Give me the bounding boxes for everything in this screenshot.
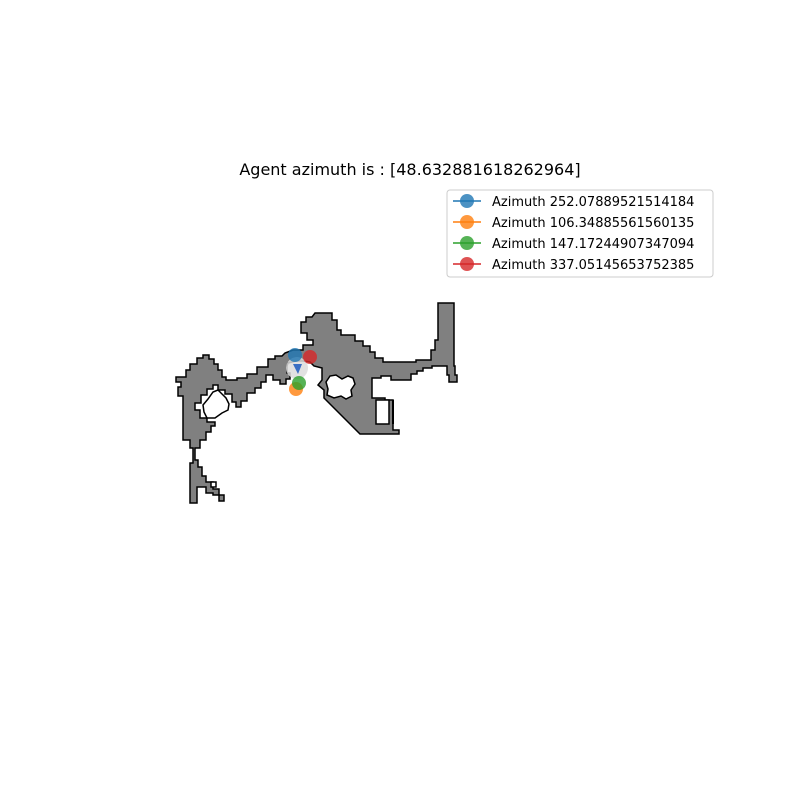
legend-entries: Azimuth 252.07889521514184 Azimuth 106.34… <box>453 194 694 273</box>
legend-entry: Azimuth 337.05145653752385 <box>453 257 694 273</box>
agent <box>286 357 308 379</box>
legend-entry: Azimuth 147.17244907347094 <box>453 236 694 252</box>
legend-label: Azimuth 252.07889521514184 <box>492 195 694 210</box>
legend-label: Azimuth 337.05145653752385 <box>492 258 694 273</box>
floor-area <box>175 302 458 504</box>
figure-title: Agent azimuth is : [48.632881618262964] <box>239 160 580 179</box>
legend-marker-icon <box>460 236 474 250</box>
floor-plan <box>175 302 458 504</box>
obstacle-right-room <box>375 399 390 425</box>
obstacle-small-notch <box>210 481 217 488</box>
legend: Azimuth 252.07889521514184 Azimuth 106.34… <box>446 189 714 278</box>
legend-marker-icon <box>460 257 474 271</box>
legend-marker-icon <box>460 215 474 229</box>
legend-entry: Azimuth 106.34885561560135 <box>453 215 694 231</box>
azimuth-marker-1 <box>288 348 302 362</box>
legend-marker-icon <box>460 194 474 208</box>
legend-label: Azimuth 106.34885561560135 <box>492 216 694 231</box>
obstacle-center-block <box>325 374 356 400</box>
azimuth-marker-4 <box>303 350 317 364</box>
legend-entry: Azimuth 252.07889521514184 <box>453 194 694 210</box>
legend-frame <box>446 189 714 278</box>
obstacle-left-room <box>202 389 230 419</box>
azimuth-markers <box>288 348 317 396</box>
azimuth-marker-3 <box>292 376 306 390</box>
agent-direction-arrow-icon <box>293 364 302 374</box>
legend-label: Azimuth 147.17244907347094 <box>492 237 694 252</box>
